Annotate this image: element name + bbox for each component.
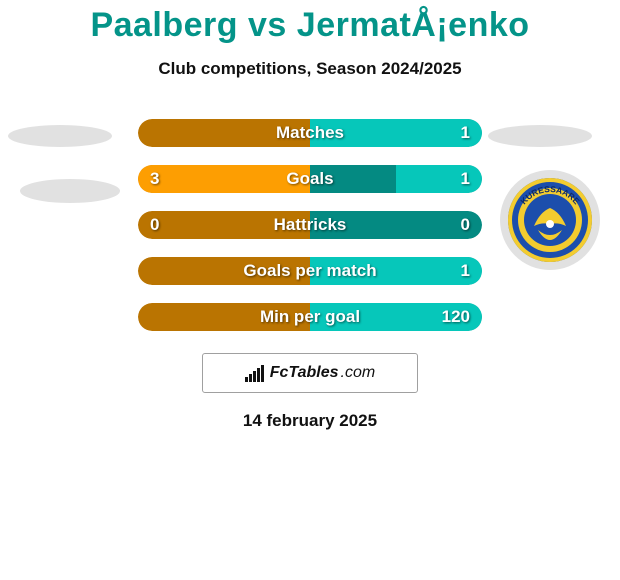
vs-text: vs [248, 6, 287, 44]
stat-label: Goals [286, 169, 333, 189]
club-crest-icon: KURESSAARE [508, 178, 592, 262]
stat-bar: 3 1 Goals [138, 165, 482, 193]
stat-bar: 0 0 Hattricks [138, 211, 482, 239]
player2-name: JermatÅ¡enko [297, 6, 530, 44]
stat-value-right: 0 [461, 215, 470, 235]
stat-row: 120 Min per goal [0, 303, 620, 331]
brand-suffix: .com [341, 364, 376, 382]
page-title: Paalberg vs JermatÅ¡enko [0, 0, 620, 45]
stat-bar: 1 Matches [138, 119, 482, 147]
stat-value-right: 1 [461, 261, 470, 281]
stat-label: Matches [276, 123, 344, 143]
brand-name: FcTables [270, 364, 339, 382]
club-badge: KURESSAARE [500, 170, 600, 270]
date-text: 14 february 2025 [0, 411, 620, 431]
placeholder-ellipse [20, 179, 120, 203]
branding-box[interactable]: FcTables.com [202, 353, 418, 393]
placeholder-ellipse [488, 125, 592, 147]
stat-value-left: 3 [150, 169, 159, 189]
stat-value-right: 1 [461, 169, 470, 189]
stat-value-right: 120 [442, 307, 470, 327]
stat-value-right: 1 [461, 123, 470, 143]
stat-value-left: 0 [150, 215, 159, 235]
subtitle: Club competitions, Season 2024/2025 [0, 59, 620, 79]
stat-label: Hattricks [274, 215, 347, 235]
stat-label: Goals per match [243, 261, 376, 281]
stat-bar: 1 Goals per match [138, 257, 482, 285]
stat-bar: 120 Min per goal [138, 303, 482, 331]
stat-label: Min per goal [260, 307, 360, 327]
bars-icon [245, 365, 264, 382]
player1-name: Paalberg [90, 6, 238, 44]
placeholder-ellipse [8, 125, 112, 147]
